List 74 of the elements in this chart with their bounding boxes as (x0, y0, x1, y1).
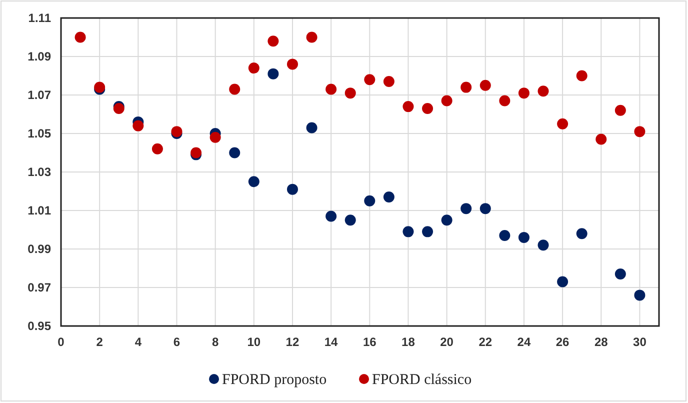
point (364, 74, 376, 86)
point (152, 143, 163, 154)
point (576, 228, 588, 240)
point (229, 84, 240, 95)
point (422, 226, 434, 238)
point (557, 118, 568, 130)
legend-label: FPORD clássico (372, 372, 472, 388)
point (326, 84, 337, 95)
point (518, 88, 530, 99)
point (286, 184, 298, 195)
point (422, 102, 434, 114)
point (402, 101, 414, 112)
point (576, 70, 588, 82)
legend-label: FPORD proposto (222, 372, 327, 388)
point (306, 122, 318, 134)
point (538, 240, 549, 251)
point (268, 68, 279, 80)
x-tick-label: 0 (58, 335, 65, 349)
point (74, 32, 86, 43)
point (344, 88, 356, 99)
point (306, 32, 318, 43)
point (499, 95, 510, 106)
x-tick-label: 30 (633, 335, 647, 349)
point (286, 58, 298, 70)
point (499, 230, 510, 242)
point (441, 214, 452, 226)
y-tick-label: 1.05 (28, 126, 52, 140)
point (229, 147, 240, 158)
point (460, 203, 472, 214)
point (402, 226, 414, 238)
x-tick-label: 24 (517, 335, 531, 349)
x-tick-label: 2 (96, 335, 104, 349)
point (248, 62, 260, 74)
y-tick-label: 0.97 (28, 280, 52, 294)
point (518, 232, 530, 243)
y-tick-label: 1.11 (28, 11, 52, 25)
point (614, 104, 626, 116)
x-tick-label: 12 (286, 335, 300, 349)
point (557, 276, 568, 288)
point (480, 203, 491, 214)
x-tick-label: 26 (556, 335, 570, 349)
x-tick-label: 14 (324, 335, 338, 349)
x-tick-label: 10 (247, 335, 261, 349)
y-tick-label: 1.09 (28, 50, 52, 64)
y-tick-label: 1.03 (28, 165, 52, 179)
x-tick-label: 28 (594, 335, 608, 349)
point (132, 120, 144, 132)
y-tick-label: 0.99 (28, 242, 52, 256)
x-tick-label: 8 (212, 335, 219, 349)
point (383, 192, 394, 203)
point (364, 195, 376, 206)
point (634, 126, 646, 138)
x-tick-label: 20 (440, 335, 454, 349)
x-tick-label: 18 (402, 335, 416, 349)
point (268, 36, 279, 47)
point (248, 176, 260, 188)
x-tick-label: 4 (134, 335, 142, 349)
point (634, 290, 646, 301)
point (538, 86, 549, 97)
point (210, 132, 221, 143)
point (326, 210, 337, 222)
point (344, 214, 356, 226)
point (614, 268, 626, 280)
x-tick-label: 22 (478, 335, 492, 349)
x-tick-label: 16 (362, 335, 377, 349)
x-tick-label: 6 (173, 335, 180, 349)
point (460, 82, 472, 93)
point (441, 95, 452, 106)
point (596, 134, 607, 145)
y-tick-label: 1.01 (28, 204, 52, 218)
y-tick-label: 1.07 (28, 88, 52, 102)
point (383, 76, 394, 88)
y-tick-label: 0.95 (28, 319, 52, 333)
point (480, 80, 491, 91)
